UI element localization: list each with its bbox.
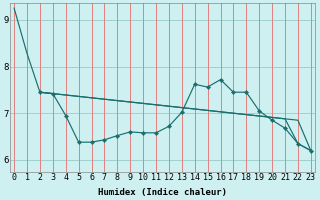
X-axis label: Humidex (Indice chaleur): Humidex (Indice chaleur) (98, 188, 227, 197)
